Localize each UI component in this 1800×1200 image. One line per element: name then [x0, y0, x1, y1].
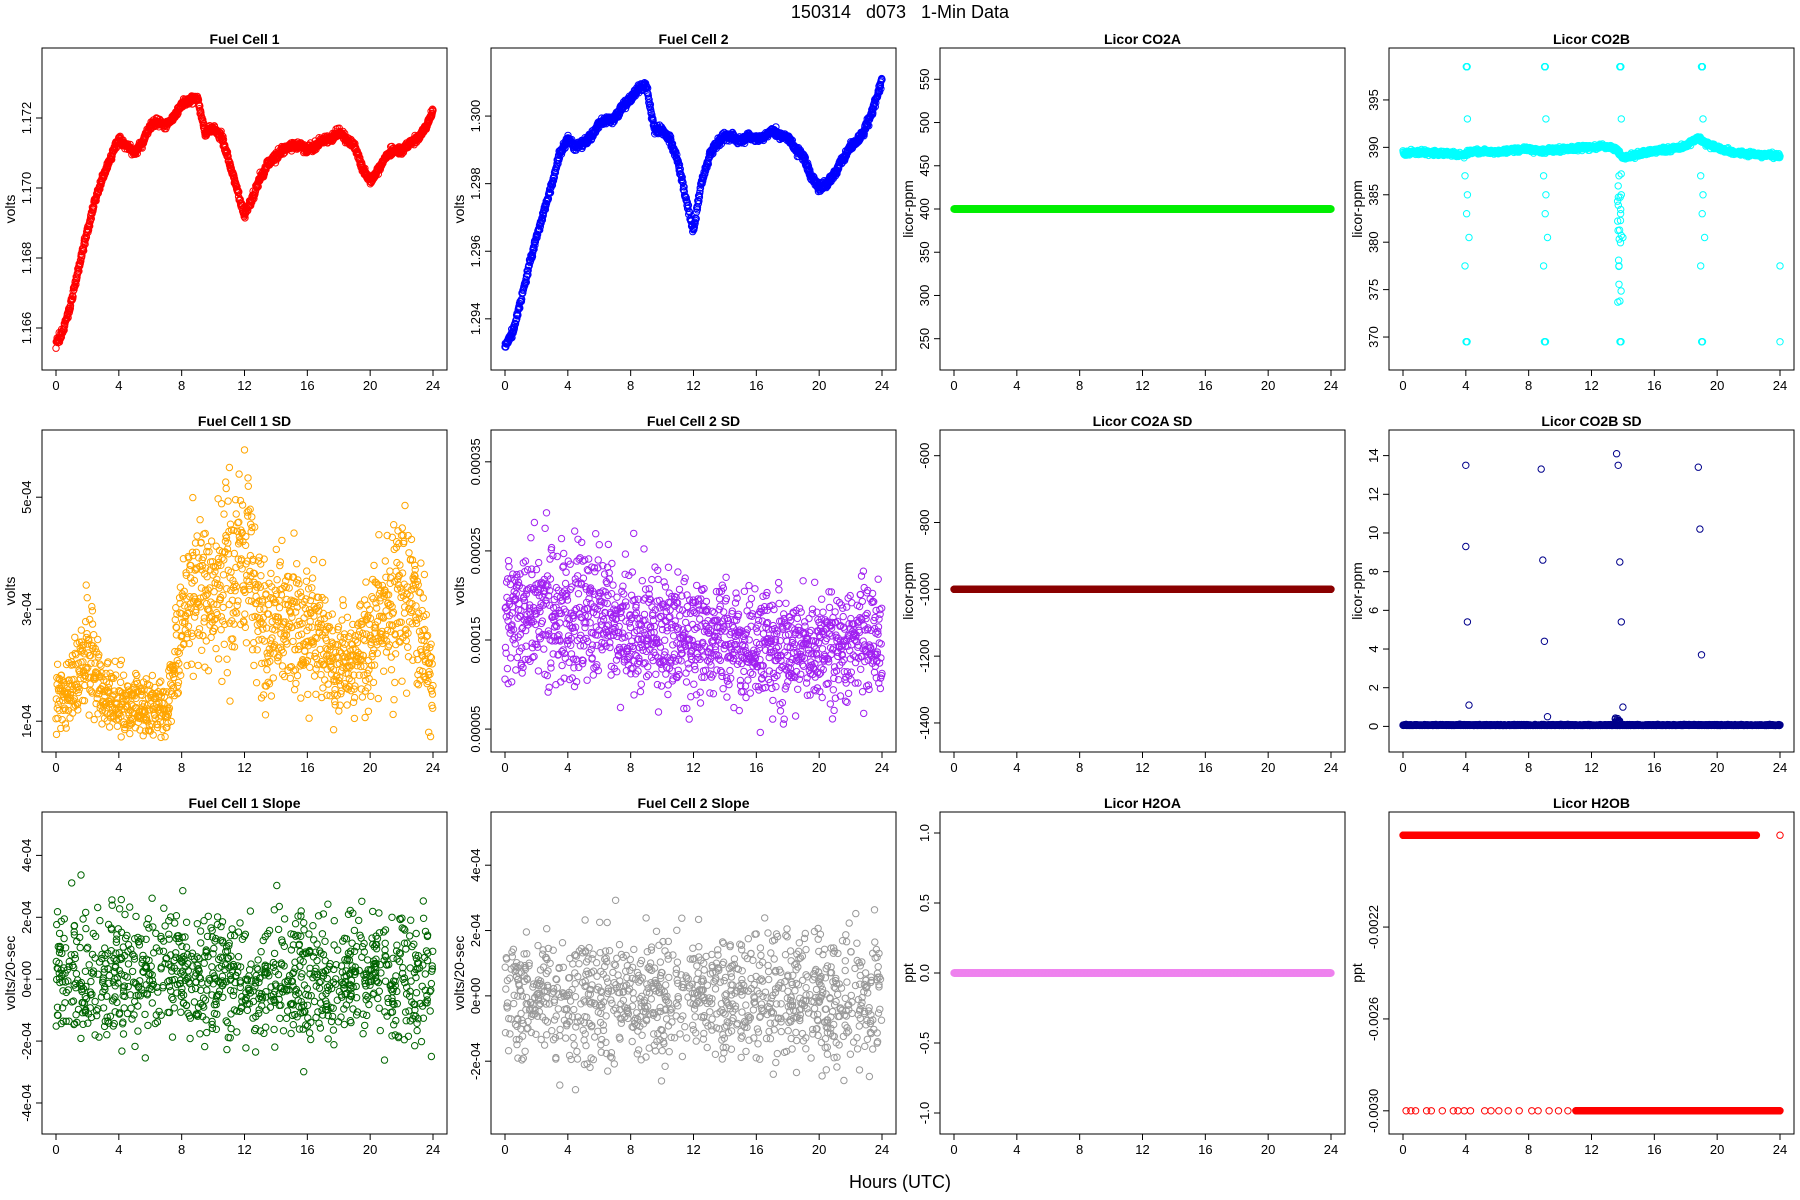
y-tick-label: 1.300	[468, 100, 483, 133]
data-point	[66, 304, 75, 313]
x-tick-label: 24	[875, 378, 889, 393]
x-tick-label: 8	[627, 378, 634, 393]
data-point	[351, 139, 359, 148]
y-tick-label: 350	[917, 241, 932, 263]
y-tick-label: 450	[917, 155, 932, 177]
data-point	[57, 333, 66, 341]
data-point	[78, 248, 86, 256]
data-point	[55, 338, 64, 346]
data-point	[86, 222, 94, 230]
y-tick-label: 1.168	[19, 242, 34, 275]
y-axis-label: volts	[451, 195, 467, 224]
y-tick-label: 1.298	[468, 167, 483, 200]
x-tick-label: 24	[1324, 378, 1338, 393]
data-point	[138, 144, 146, 152]
x-tick-label: 4	[115, 378, 122, 393]
y-tick-label: 395	[1366, 89, 1381, 111]
x-tick-label: 12	[1584, 378, 1598, 393]
y-tick-label: 550	[917, 68, 932, 90]
data-point	[81, 240, 89, 248]
x-tick-label: 0	[950, 378, 957, 393]
x-tick-label: 20	[363, 378, 377, 393]
data-point	[339, 127, 347, 136]
y-axis-label: licor-ppm	[1349, 180, 1365, 238]
y-tick-label: 250	[917, 328, 932, 350]
x-tick-label: 4	[564, 378, 571, 393]
x-tick-label: 12	[1135, 378, 1149, 393]
x-tick-label: 16	[749, 378, 763, 393]
y-tick-label: 370	[1366, 326, 1381, 348]
x-tick-label: 16	[300, 378, 314, 393]
y-tick-label: 375	[1366, 279, 1381, 301]
data-point	[250, 195, 258, 203]
data-point	[69, 293, 77, 301]
panel-title: Licor CO2A	[1104, 31, 1181, 47]
data-points	[1399, 62, 1784, 346]
data-point	[251, 190, 259, 198]
data-point	[196, 109, 204, 118]
y-tick-label: 500	[917, 112, 932, 134]
x-tick-label: 4	[1013, 378, 1020, 393]
y-tick-label: 300	[917, 285, 932, 307]
y-axis-label: licor-ppm	[900, 180, 916, 238]
data-point	[197, 108, 205, 117]
data-point	[218, 131, 226, 140]
panel-title: Licor CO2B	[1553, 31, 1630, 47]
data-point	[223, 148, 232, 156]
plot-frame	[1388, 47, 1795, 371]
x-tick-label: 20	[1710, 378, 1724, 393]
x-tick-label: 12	[237, 378, 251, 393]
x-tick-label: 8	[1525, 378, 1532, 393]
y-tick-label: 385	[1366, 184, 1381, 206]
data-point	[84, 226, 93, 234]
x-tick-label: 24	[426, 378, 440, 393]
data-point	[96, 185, 104, 193]
panel-2: Fuel Cell 2 0 4 8 12 16 20 24 1.294 1.296 1.298 1.3…	[451, 31, 897, 393]
x-tick-label: 0	[501, 378, 508, 393]
data-points	[950, 205, 1335, 213]
panel-4: Licor CO2B 0 4 8 12 16 20 24 370 375 380 385 390 395 l…	[1349, 31, 1795, 393]
x-tick-label: 8	[178, 378, 185, 393]
figure-title: 150314 d073 1-Min Data	[790, 2, 1010, 22]
panel-title: Fuel Cell 1	[209, 31, 279, 47]
y-tick-label: 1.172	[19, 102, 34, 135]
x-tick-label: 12	[686, 378, 700, 393]
x-tick-label: 0	[52, 378, 59, 393]
x-tick-label: 0	[1399, 378, 1406, 393]
panel-3: Licor CO2A 0 4 8 12 16 20 24 250 300 350 400 450 500 5…	[900, 31, 1346, 393]
data-point	[72, 280, 80, 288]
y-tick-label: 1.294	[468, 303, 483, 336]
data-point	[355, 150, 363, 159]
data-point	[219, 132, 227, 141]
y-tick-label: 1.166	[19, 312, 34, 345]
data-point	[224, 152, 232, 161]
panel-title: Fuel Cell 2	[658, 31, 728, 47]
x-tick-label: 16	[1198, 378, 1212, 393]
x-tick-label: 24	[1773, 378, 1787, 393]
x-tick-label: 4	[1462, 378, 1469, 393]
y-tick-label: 1.170	[19, 172, 34, 205]
x-tick-label: 20	[1261, 378, 1275, 393]
x-tick-label: 20	[812, 378, 826, 393]
x-tick-label: 16	[1647, 378, 1661, 393]
y-tick-label: 390	[1366, 137, 1381, 159]
data-point	[235, 188, 243, 196]
y-axis-label: volts	[2, 195, 18, 224]
y-tick-label: 400	[917, 198, 932, 220]
data-points	[52, 92, 437, 352]
y-tick-label: 380	[1366, 231, 1381, 253]
data-points	[501, 74, 886, 351]
x-tick-label: 8	[1076, 378, 1083, 393]
panel-1: Fuel Cell 1 0 4 8 12 16 20 24 1.166 1.168 1.170 1.1…	[2, 31, 448, 393]
data-point	[386, 152, 395, 160]
y-tick-label: 1.296	[468, 235, 483, 268]
